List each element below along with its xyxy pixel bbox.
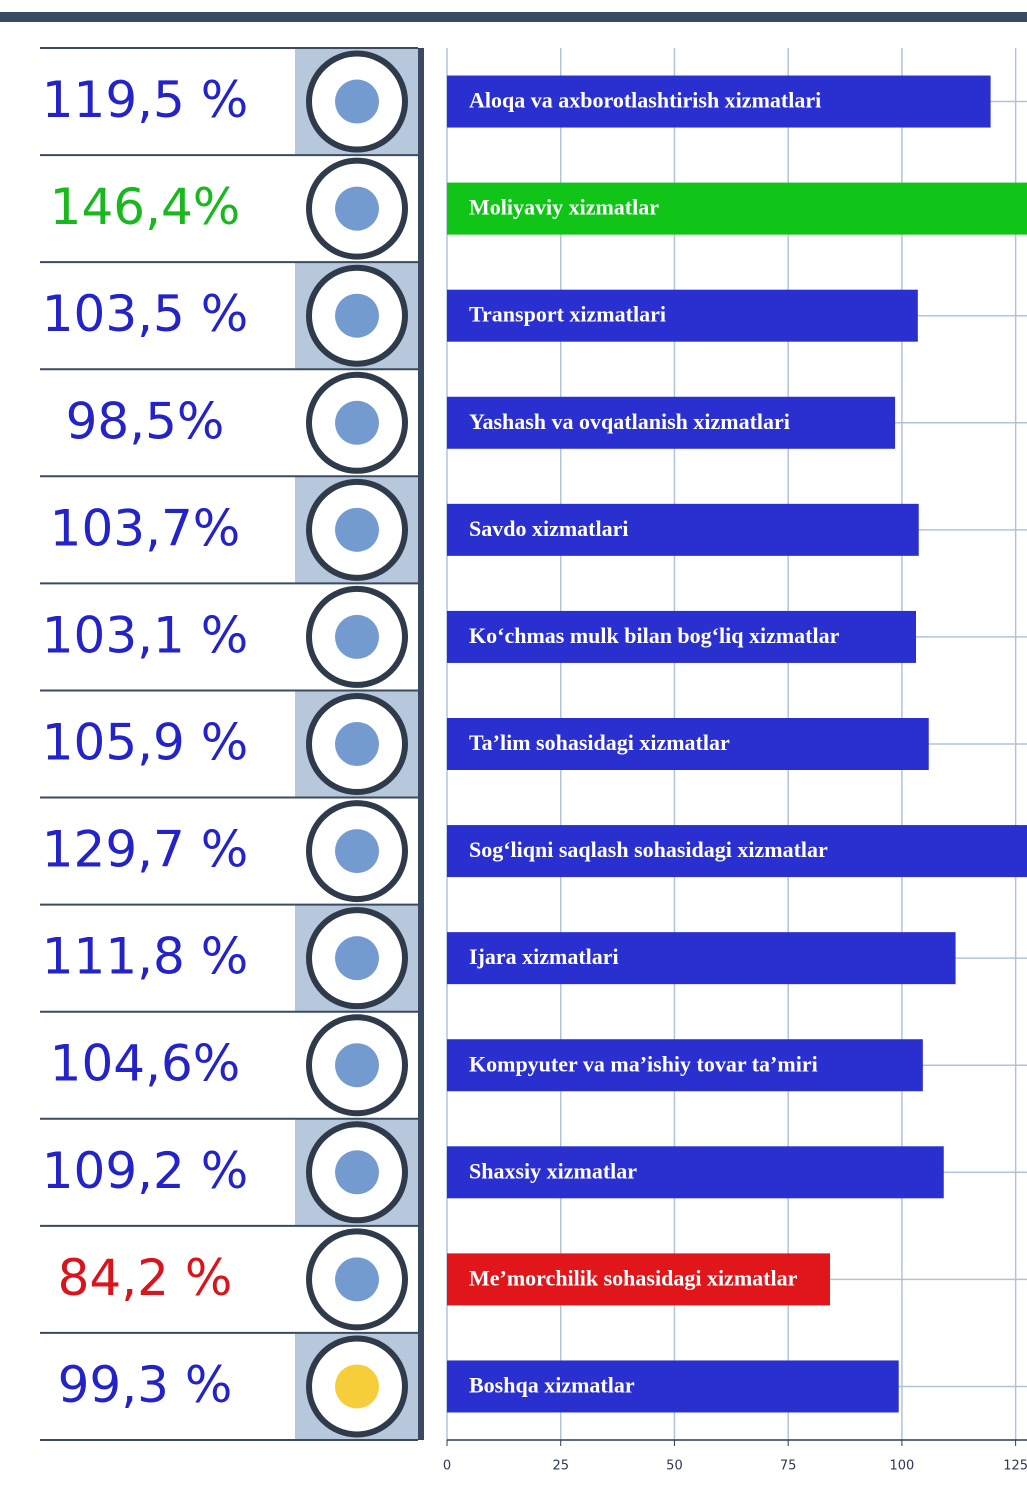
bar-label: Me’morchilik sohasidagi xizmatlar bbox=[469, 1265, 798, 1290]
top-band bbox=[0, 12, 1027, 22]
icon-glyph bbox=[335, 829, 379, 874]
bar-label: Ta’lim sohasidagi xizmatlar bbox=[469, 730, 730, 755]
icon-glyph bbox=[335, 614, 379, 659]
value-label: 146,4% bbox=[50, 178, 241, 236]
x-tick-label: 125 bbox=[1003, 1459, 1027, 1474]
icon-glyph bbox=[335, 722, 379, 766]
bar-label: Boshqa xizmatlar bbox=[469, 1373, 635, 1398]
icon-glyph bbox=[335, 936, 379, 981]
divider bbox=[418, 48, 424, 1440]
bar bbox=[447, 825, 1027, 878]
icon-glyph bbox=[335, 186, 379, 231]
value-label: 103,5 % bbox=[42, 285, 249, 343]
bar bbox=[447, 610, 917, 663]
x-tick-label: 75 bbox=[780, 1459, 797, 1474]
icon-glyph bbox=[335, 1043, 379, 1088]
bar-label: Sog‘liqni saqlash sohasidagi xizmatlar bbox=[469, 837, 828, 862]
bar-label: Aloqa va axborotlashtirish xizmatlari bbox=[469, 88, 821, 113]
bar-label: Ko‘chmas mulk bilan bog‘liq xizmatlar bbox=[469, 623, 840, 648]
value-label: 103,1 % bbox=[42, 606, 249, 664]
value-label: 84,2 % bbox=[58, 1249, 233, 1307]
bar bbox=[447, 289, 918, 342]
value-label: 99,3 % bbox=[58, 1356, 233, 1414]
bar-label: Moliyaviy xizmatlar bbox=[469, 195, 659, 220]
bar bbox=[447, 1146, 944, 1199]
bar bbox=[447, 932, 956, 985]
icon-glyph bbox=[335, 400, 379, 445]
value-label: 111,8 % bbox=[42, 928, 249, 986]
bar-label: Savdo xizmatlari bbox=[469, 516, 629, 541]
x-tick-label: 50 bbox=[666, 1459, 683, 1474]
bar bbox=[447, 396, 896, 449]
bar bbox=[447, 1253, 831, 1306]
value-label: 103,7% bbox=[50, 499, 241, 557]
bar bbox=[447, 1360, 899, 1413]
value-label: 119,5 % bbox=[42, 71, 249, 129]
x-tick-label: 25 bbox=[552, 1459, 569, 1474]
label-layer: 119,5 % 146,4% 103,5 % 98,5% 103,7% 103,1 % 10… bbox=[42, 50, 1027, 1474]
bar-label: Shaxsiy xizmatlar bbox=[469, 1158, 637, 1183]
value-label: 109,2 % bbox=[42, 1142, 249, 1200]
icon-glyph bbox=[335, 507, 379, 552]
icon-glyph bbox=[335, 1257, 379, 1302]
icon-glyph bbox=[335, 293, 379, 338]
icon-glyph bbox=[335, 1150, 379, 1195]
bar bbox=[447, 1039, 923, 1092]
bar-label: Transport xizmatlari bbox=[469, 302, 666, 327]
value-label: 129,7 % bbox=[42, 821, 249, 879]
x-tick-label: 100 bbox=[889, 1459, 914, 1474]
bar bbox=[447, 75, 991, 128]
bar-label: Ijara xizmatlari bbox=[469, 944, 619, 969]
value-label: 98,5% bbox=[66, 392, 225, 450]
icon-glyph bbox=[335, 1364, 379, 1409]
bar-label: Yashash va ovqatlanish xizmatlari bbox=[469, 409, 790, 434]
x-tick-label: 0 bbox=[443, 1459, 451, 1474]
bar-label: Kompyuter va ma’ishiy tovar ta’miri bbox=[469, 1051, 818, 1076]
icon-glyph bbox=[335, 79, 379, 124]
value-label: 104,6% bbox=[50, 1035, 241, 1093]
bar bbox=[447, 182, 1027, 235]
bar-layer bbox=[447, 75, 1027, 1413]
value-label: 105,9 % bbox=[42, 714, 249, 772]
bar bbox=[447, 718, 929, 770]
bar bbox=[447, 503, 919, 556]
